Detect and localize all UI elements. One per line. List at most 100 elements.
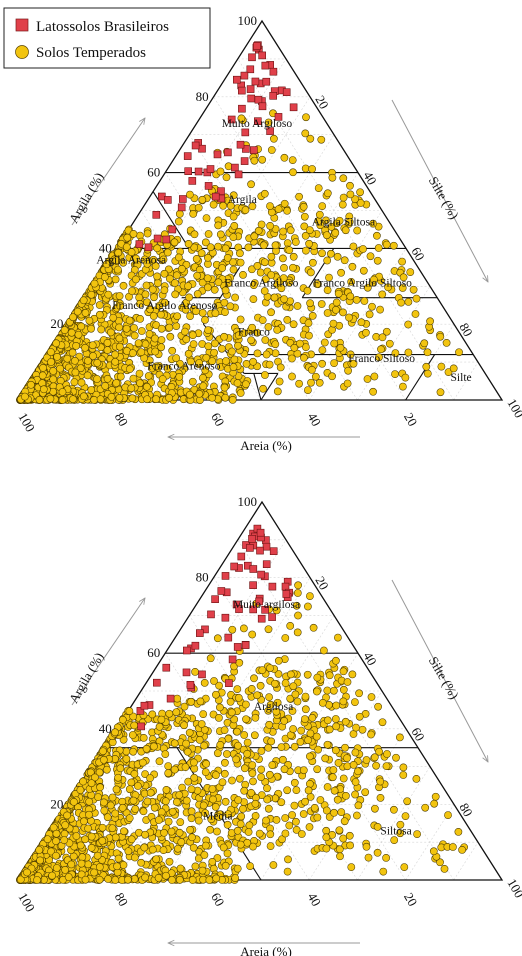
temperate-soil-point	[281, 814, 290, 822]
temperate-soil-point	[307, 378, 315, 387]
latossolo-point	[179, 195, 187, 203]
latossolo-point	[198, 670, 206, 679]
latossolo-point	[196, 629, 204, 637]
temperate-soil-point	[367, 730, 375, 739]
temperate-soil-point	[221, 861, 230, 870]
temperate-soil-point	[152, 855, 161, 864]
temperate-soil-point	[309, 258, 317, 267]
temperate-soil-point	[243, 838, 252, 847]
temperate-soil-point	[290, 801, 299, 810]
temperate-soil-point	[342, 792, 350, 800]
temperate-soil-point	[101, 382, 110, 390]
temperate-soil-point	[262, 350, 271, 359]
temperate-soil-point	[189, 210, 198, 218]
temperate-soil-point	[404, 320, 413, 329]
latossolo-point	[224, 148, 232, 157]
zone-label: Franco Argilo Siltoso	[313, 277, 412, 289]
temperate-soil-point	[168, 807, 177, 816]
temperate-soil-point	[186, 190, 194, 199]
latossolo-point	[188, 177, 197, 185]
temperate-soil-point	[256, 268, 265, 277]
temperate-soil-point	[233, 685, 242, 693]
temperate-soil-point	[200, 679, 209, 687]
temperate-soil-point	[176, 864, 185, 873]
temperate-soil-point	[211, 803, 220, 811]
temperate-soil-point	[314, 184, 323, 192]
temperate-soil-point	[85, 316, 94, 325]
temperate-soil-point	[201, 238, 210, 247]
temperate-soil-point	[267, 252, 276, 261]
temperate-soil-point	[215, 714, 223, 722]
temperate-soil-point	[125, 707, 134, 715]
bottom-axis-tick: 80	[112, 890, 131, 909]
temperate-soil-point	[299, 202, 308, 211]
temperate-soil-point	[379, 867, 388, 876]
class-boundary	[152, 191, 190, 249]
latossolo-point	[164, 196, 172, 204]
temperate-soil-point	[268, 761, 277, 769]
temperate-soil-point	[72, 342, 80, 350]
temperate-soil-point	[357, 318, 366, 327]
temperate-soil-point	[204, 342, 213, 351]
temperate-soil-point	[173, 694, 182, 703]
temperate-soil-point	[265, 770, 274, 779]
temperate-soil-point	[174, 217, 183, 226]
right-axis-tick: 20	[312, 93, 331, 112]
temperate-soil-point	[325, 725, 334, 734]
temperate-soil-point	[308, 165, 316, 173]
temperate-soil-point	[361, 788, 370, 797]
temperate-soil-point	[185, 728, 194, 737]
temperate-soil-point	[279, 227, 287, 236]
temperate-soil-point	[345, 831, 354, 840]
temperate-soil-point	[329, 766, 338, 774]
temperate-soil-point	[280, 199, 289, 208]
temperate-soil-point	[149, 312, 158, 320]
temperate-soil-point	[116, 764, 125, 773]
right-axis-tick: 40	[360, 649, 379, 668]
temperate-soil-point	[187, 807, 196, 816]
temperate-soil-point	[64, 873, 73, 881]
temperate-soil-point	[373, 231, 381, 240]
temperate-soil-point	[308, 366, 316, 374]
temperate-soil-point	[431, 792, 440, 801]
temperate-soil-point	[219, 201, 227, 210]
temperate-soil-point	[174, 844, 182, 853]
temperate-soil-point	[175, 791, 184, 799]
temperate-soil-point	[351, 778, 360, 786]
temperate-soil-point	[181, 327, 189, 336]
temperate-soil-point	[157, 808, 166, 816]
temperate-soil-point	[204, 326, 212, 334]
temperate-soil-point	[146, 305, 154, 314]
temperate-soil-point	[175, 210, 184, 218]
temperate-soil-point	[320, 646, 328, 655]
temperate-soil-point	[289, 320, 298, 329]
temperate-soil-point	[119, 281, 128, 290]
temperate-soil-point	[130, 331, 139, 340]
latossolo-point	[168, 225, 177, 234]
temperate-soil-point	[125, 316, 134, 325]
bottom-axis-tick: 100	[15, 890, 38, 914]
temperate-soil-point	[333, 252, 342, 261]
latossolo-point	[225, 679, 233, 688]
temperate-soil-point	[157, 715, 166, 724]
temperate-soil-point	[304, 386, 312, 394]
temperate-soil-point	[102, 260, 111, 269]
latossolo-point	[262, 542, 271, 551]
temperate-soil-point	[111, 350, 119, 359]
temperate-soil-point	[162, 871, 170, 880]
temperate-soil-point	[103, 765, 111, 774]
latossolo-point	[206, 165, 215, 173]
temperate-soil-point	[287, 670, 295, 679]
temperate-soil-point	[186, 357, 195, 366]
temperate-soil-point	[259, 384, 267, 393]
temperate-soil-point	[131, 853, 139, 862]
temperate-soil-point	[157, 324, 166, 333]
temperate-soil-point	[377, 345, 385, 354]
triangle-frame	[18, 19, 504, 401]
temperate-soil-point	[351, 748, 360, 757]
temperate-soil-point	[248, 769, 257, 778]
temperate-soil-point	[128, 731, 137, 739]
temperate-soil-point	[230, 355, 239, 364]
temperate-soil-point	[170, 765, 179, 774]
temperate-soil-point	[144, 372, 153, 380]
